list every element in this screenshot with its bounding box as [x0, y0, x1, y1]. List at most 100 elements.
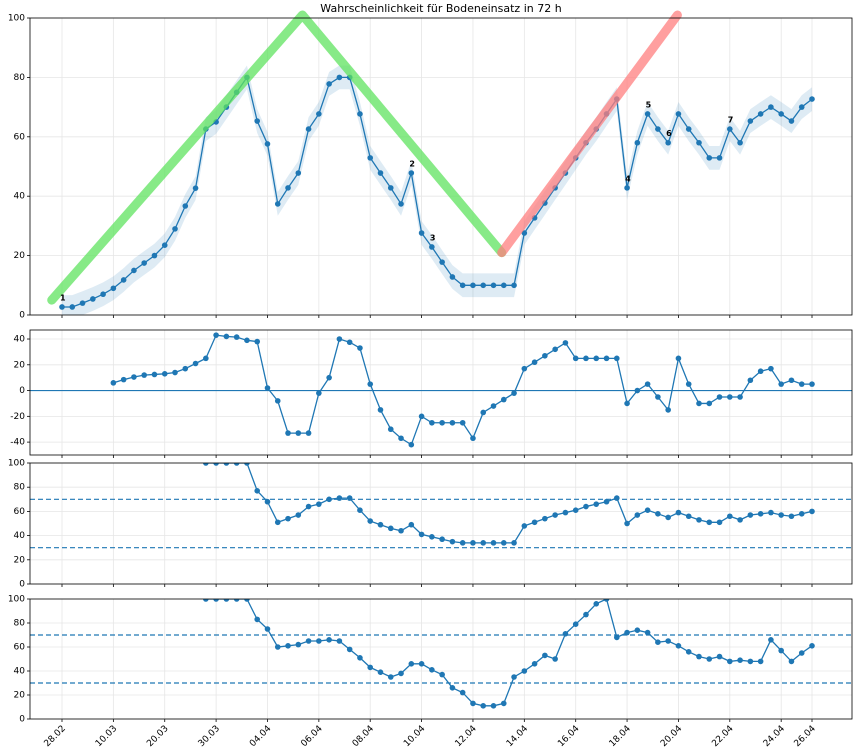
data-point: [490, 403, 497, 409]
data-point: [429, 419, 435, 426]
data-point: [439, 259, 445, 265]
data-point: [141, 372, 147, 378]
data-point: [675, 355, 682, 362]
x-tick-label: 24.04: [762, 724, 787, 749]
y-tick-label: 80: [14, 483, 26, 493]
data-point: [244, 463, 250, 466]
data-point: [500, 540, 507, 546]
data-point: [809, 643, 815, 649]
data-point: [316, 501, 322, 507]
data-point: [285, 515, 291, 522]
data-point: [675, 111, 682, 117]
data-point: [768, 365, 774, 372]
data-point: [203, 599, 209, 602]
data-point: [274, 201, 281, 207]
data-point: [439, 419, 445, 426]
data-point: [398, 435, 404, 442]
x-tick-label: 14.04: [505, 724, 530, 749]
data-point: [552, 346, 558, 353]
data-point: [675, 509, 682, 516]
data-point: [387, 674, 394, 680]
data-point: [665, 139, 671, 146]
data-point: [141, 260, 147, 266]
data-point: [316, 111, 322, 117]
series: [203, 463, 815, 546]
x-tick-label: 06.04: [299, 724, 324, 749]
y-tick-label: 60: [14, 132, 26, 142]
data-point: [357, 655, 363, 661]
data-point: [285, 430, 291, 436]
x-tick-label: 10.04: [402, 724, 427, 749]
data-point: [182, 365, 189, 372]
data-point: [490, 703, 497, 709]
data-point: [593, 501, 600, 507]
data-point: [429, 534, 435, 540]
data-point: [459, 419, 466, 426]
data-point: [500, 700, 507, 707]
data-point: [727, 658, 733, 665]
data-point: [357, 345, 363, 351]
data-point: [151, 371, 158, 378]
x-tick-label: 12.04: [454, 724, 479, 749]
data-point: [161, 371, 168, 377]
plot-frame: [29, 462, 853, 585]
data-point: [470, 700, 476, 707]
data-point: [727, 126, 733, 132]
data-point: [778, 381, 784, 387]
data-point: [326, 637, 332, 643]
data-point: [685, 381, 692, 387]
data-point: [696, 139, 702, 146]
data-point: [809, 508, 815, 515]
data-point: [367, 518, 374, 524]
y-tick-label: 0: [19, 715, 25, 725]
data-point: [326, 81, 332, 87]
plot-frame: [29, 329, 853, 456]
data-point: [706, 155, 713, 161]
data-point: [367, 664, 374, 671]
data-point: [655, 639, 661, 645]
data-point: [480, 282, 487, 289]
data-point: [346, 339, 353, 346]
data-point: [757, 368, 764, 375]
data-point: [408, 441, 415, 448]
y-tick-label: 20: [14, 251, 26, 261]
data-point: [542, 352, 548, 359]
data-point: [778, 512, 784, 518]
data-point: [706, 519, 713, 526]
data-point: [203, 463, 209, 466]
data-point: [387, 426, 394, 433]
data-point: [696, 653, 702, 660]
data-point: [655, 394, 661, 400]
data-point: [480, 703, 487, 709]
data-point: [583, 503, 589, 510]
data-point: [79, 300, 86, 306]
data-point: [572, 507, 579, 513]
x-tick-label: 08.04: [351, 724, 376, 749]
annotation: 5: [646, 100, 652, 109]
data-point: [357, 111, 363, 117]
data-point: [295, 430, 302, 436]
data-point: [429, 244, 435, 250]
data-point: [798, 104, 805, 110]
data-point: [531, 359, 538, 366]
data-point: [716, 653, 723, 660]
y-tick-label: 100: [8, 595, 25, 605]
data-point: [655, 126, 661, 132]
data-point: [377, 521, 384, 528]
data-point: [593, 355, 600, 362]
data-point: [305, 503, 312, 510]
data-point: [398, 201, 404, 207]
y-tick-label: 40: [14, 335, 26, 345]
data-point: [172, 369, 178, 376]
plot-frame: [29, 598, 853, 720]
data-point: [531, 519, 538, 526]
data-point: [120, 376, 127, 383]
data-point: [244, 599, 250, 602]
plot-frame: [29, 17, 853, 316]
data-point: [665, 638, 671, 644]
data-point: [326, 374, 332, 381]
data-point: [716, 519, 723, 526]
data-point: [706, 400, 713, 407]
data-point: [747, 658, 754, 665]
